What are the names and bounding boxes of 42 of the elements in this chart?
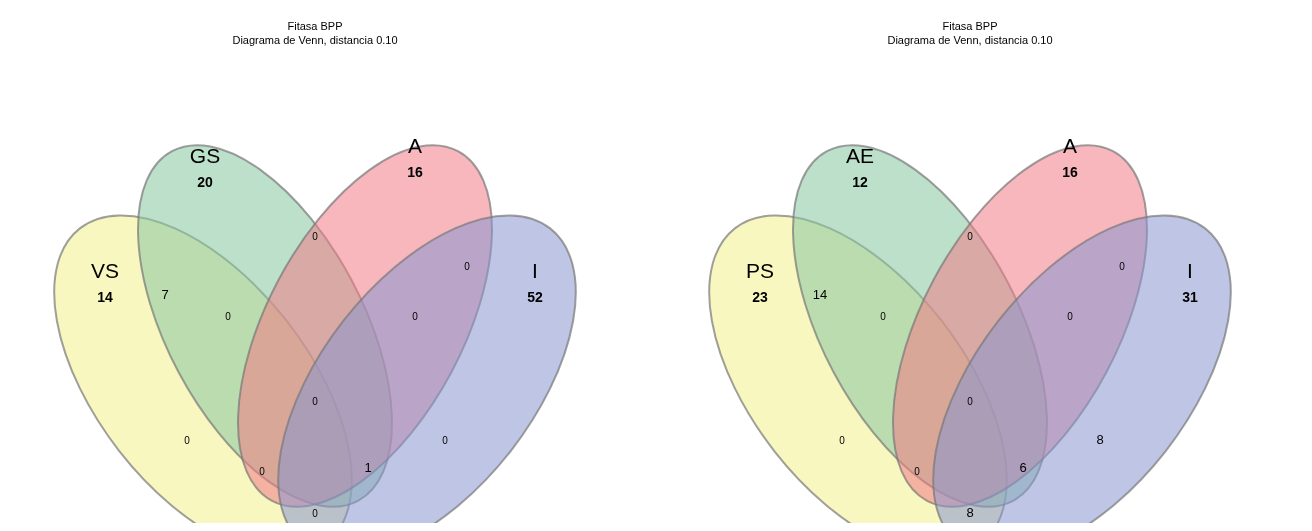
data-label: 12 <box>852 174 868 190</box>
text: 0 <box>184 435 191 446</box>
text: 0 <box>967 396 974 407</box>
text: 6 <box>1019 460 1027 475</box>
text: 14 <box>812 287 828 302</box>
text: 0 <box>442 435 449 446</box>
text: Diagrama de Venn, distancia 0.10 <box>232 34 398 46</box>
text: 0 <box>914 466 921 477</box>
text: 0 <box>312 508 319 519</box>
data-label: 20 <box>197 174 213 190</box>
text: 0 <box>839 435 846 446</box>
data-label: 31 <box>1182 289 1198 305</box>
text: Diagrama de Venn, distancia 0.10 <box>887 34 1053 46</box>
text: 7 <box>161 287 169 302</box>
text: 0 <box>225 311 232 322</box>
data-label: 16 <box>1062 164 1078 180</box>
category-label: I <box>1187 259 1193 282</box>
text: 0 <box>412 311 419 322</box>
data-label: 23 <box>752 289 768 305</box>
text: 1 <box>364 460 372 475</box>
text: 0 <box>1119 261 1126 272</box>
text: 0 <box>464 261 471 272</box>
data-label: 52 <box>527 289 543 305</box>
text: 8 <box>966 505 974 520</box>
category-label: PS <box>745 259 775 282</box>
text: 0 <box>1067 311 1074 322</box>
text: Fitasa BPP <box>287 20 343 32</box>
text: 0 <box>312 396 319 407</box>
category-label: VS <box>90 259 120 282</box>
category-label: GS <box>189 144 221 167</box>
category-label: I <box>532 259 538 282</box>
text: Fitasa BPP <box>942 20 998 32</box>
text: 0 <box>259 466 266 477</box>
text: 8 <box>1096 432 1104 447</box>
text: 0 <box>967 231 974 242</box>
text: 0 <box>312 231 319 242</box>
category-label: A <box>1062 134 1078 157</box>
data-label: 16 <box>407 164 423 180</box>
category-label: A <box>407 134 423 157</box>
category-label: AE <box>845 144 875 167</box>
text: 0 <box>880 311 887 322</box>
data-label: 14 <box>97 289 113 305</box>
